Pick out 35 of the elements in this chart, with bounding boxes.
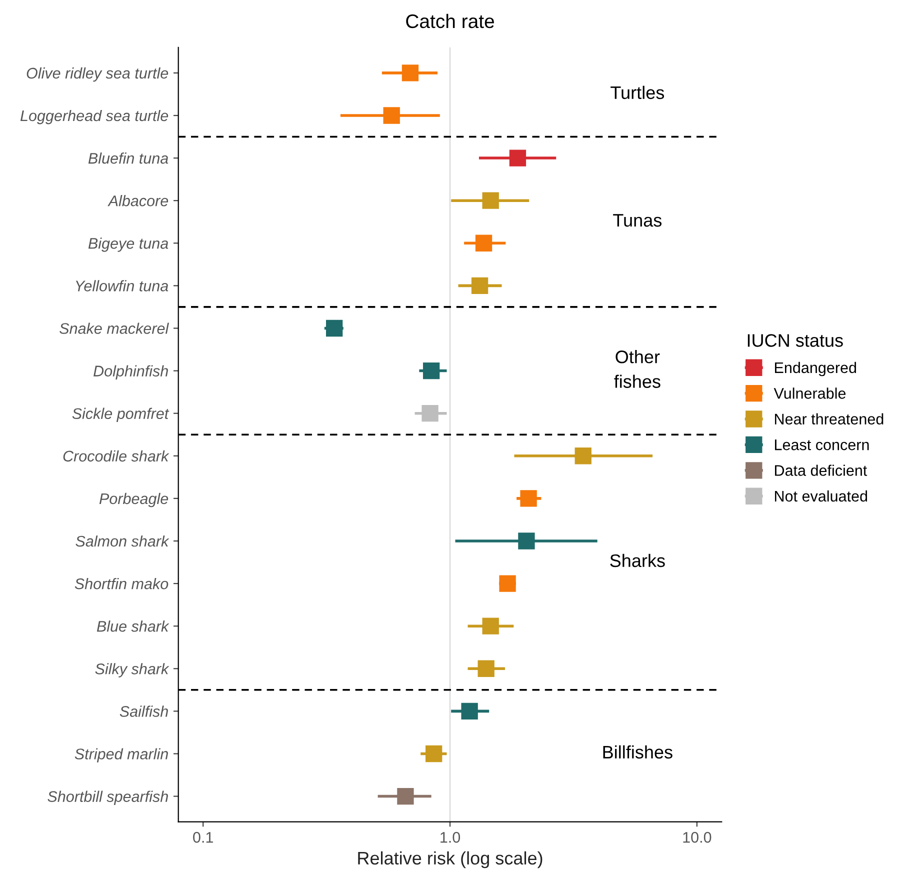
legend-label: Not evaluated [775,490,868,502]
y-tick-label: Porbeagle [99,492,168,508]
y-tick-label: Bigeye tuna [88,238,168,252]
annotation: Billfishes [603,745,672,759]
y-tick-label: Crocodile shark [63,450,170,462]
annotation: Turtles [610,86,664,100]
x-tick-label: 0.1 [193,832,213,843]
y-tick-label: Sickle pomfret [72,408,170,422]
y-tick-label: Yellowfin tuna [76,280,168,292]
y-tick-label: Sailfish [120,706,168,717]
legend-label: Vulnerable [774,388,846,399]
legend-label: Endangered [775,362,856,376]
annotation: Sharks [610,554,665,568]
y-tick-label: Loggerhead sea turtle [20,110,168,124]
y-tick-label: Dolphinfish [94,365,168,380]
y-tick-label: Bluefin tuna [88,152,168,164]
annotation: Other fishes [614,350,660,388]
y-tick-label: Olive ridley sea turtle [26,67,168,82]
y-tick-label: Blue shark [96,620,170,632]
annotation: Tunas [613,214,662,227]
legend-label: Least concern [775,440,869,450]
y-tick-label: Shortfin mako [74,578,168,590]
legend-label: Near threatened [775,413,884,425]
y-tick-label: Striped marlin [74,748,168,762]
y-tick-label: Silky shark [95,663,170,678]
y-tick-label: Snake mackerel [60,322,169,334]
legend-label: Data deficient [775,464,868,476]
y-tick-label: Albacore [108,195,168,206]
x-axis-title: Relative risk (log scale) [358,851,542,868]
legend-title: IUCN status [748,334,843,347]
x-tick-label: 10.0 [683,832,712,843]
x-tick-label: 1.0 [440,832,460,843]
chart-title: Catch rate [406,14,494,28]
y-tick-label: Salmon shark [76,535,170,547]
y-tick-label: Shortbill spearfish [48,790,168,805]
